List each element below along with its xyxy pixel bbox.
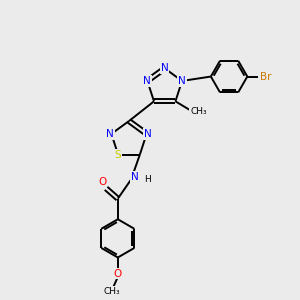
- Text: N: N: [144, 129, 152, 139]
- Text: N: N: [106, 129, 114, 139]
- Text: H: H: [144, 175, 151, 184]
- Text: N: N: [178, 76, 186, 86]
- Text: O: O: [114, 269, 122, 279]
- Text: N: N: [161, 63, 169, 74]
- Text: Br: Br: [260, 71, 271, 82]
- Text: CH₃: CH₃: [103, 287, 120, 296]
- Text: N: N: [131, 172, 139, 182]
- Text: CH₃: CH₃: [190, 107, 207, 116]
- Text: O: O: [98, 178, 107, 188]
- Text: N: N: [143, 76, 151, 86]
- Text: S: S: [115, 150, 122, 160]
